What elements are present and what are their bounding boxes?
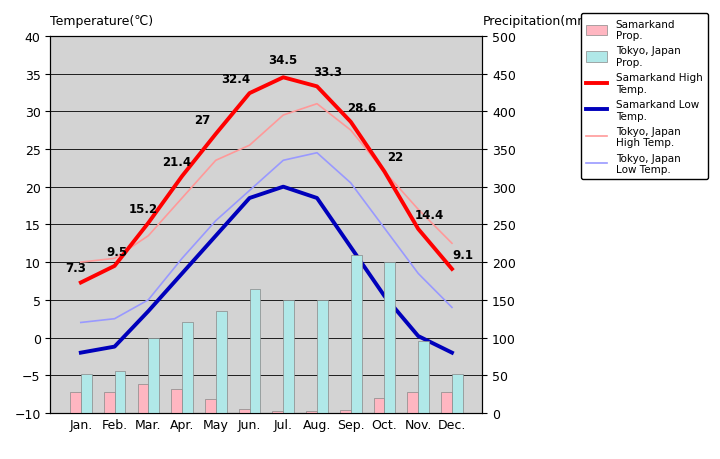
Text: 32.4: 32.4 xyxy=(221,73,251,86)
Text: Precipitation(mm): Precipitation(mm) xyxy=(482,15,595,28)
Bar xyxy=(408,392,418,413)
Text: 33.3: 33.3 xyxy=(314,66,343,79)
Bar xyxy=(272,412,283,413)
Bar xyxy=(205,399,216,413)
Bar xyxy=(317,300,328,413)
Bar xyxy=(239,409,250,413)
Bar xyxy=(70,392,81,413)
Legend: Samarkand
Prop., Tokyo, Japan
Prop., Samarkand High
Temp., Samarkand Low
Temp., : Samarkand Prop., Tokyo, Japan Prop., Sam… xyxy=(581,14,708,180)
Bar xyxy=(384,263,395,413)
Bar xyxy=(216,312,227,413)
Bar xyxy=(452,374,463,413)
Bar xyxy=(81,374,91,413)
Bar xyxy=(374,398,384,413)
Bar xyxy=(306,412,317,413)
Text: 22: 22 xyxy=(387,151,404,164)
Text: 9.1: 9.1 xyxy=(453,248,474,261)
Bar xyxy=(283,300,294,413)
Text: Temperature(℃): Temperature(℃) xyxy=(50,15,153,28)
Text: 21.4: 21.4 xyxy=(162,156,191,168)
Bar xyxy=(182,323,193,413)
Bar xyxy=(138,385,148,413)
Bar xyxy=(250,289,261,413)
Bar xyxy=(171,389,182,413)
Text: 14.4: 14.4 xyxy=(415,208,444,221)
Text: 27: 27 xyxy=(194,113,210,127)
Bar xyxy=(441,392,452,413)
Text: 7.3: 7.3 xyxy=(65,262,86,275)
Text: 15.2: 15.2 xyxy=(128,202,157,215)
Bar xyxy=(104,392,114,413)
Bar xyxy=(340,410,351,413)
Bar xyxy=(148,338,159,413)
Bar xyxy=(351,255,361,413)
Text: 28.6: 28.6 xyxy=(347,101,377,114)
Text: 9.5: 9.5 xyxy=(107,245,128,258)
Text: 34.5: 34.5 xyxy=(269,54,298,67)
Bar xyxy=(418,341,429,413)
Bar xyxy=(114,371,125,413)
